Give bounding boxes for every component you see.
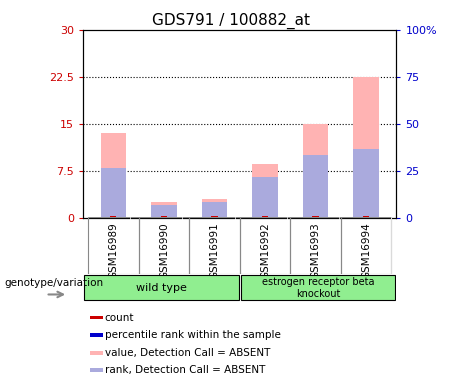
Bar [189,217,240,274]
Text: GSM16989: GSM16989 [108,222,118,279]
Text: genotype/variation: genotype/variation [4,278,103,288]
Bar [90,351,102,355]
Bar [354,149,379,217]
Bar [84,275,239,300]
Bar [202,199,227,217]
Text: percentile rank within the sample: percentile rank within the sample [105,330,280,340]
Text: estrogen receptor beta
knockout: estrogen receptor beta knockout [262,277,374,299]
Text: GSM16990: GSM16990 [159,222,169,279]
Bar [341,217,391,274]
Bar [90,368,102,372]
Bar [90,316,102,320]
Text: count: count [105,313,134,322]
Bar [211,216,218,217]
Bar [252,164,278,218]
Bar [151,202,177,217]
Text: GSM16992: GSM16992 [260,222,270,279]
Bar [303,124,328,218]
Text: rank, Detection Call = ABSENT: rank, Detection Call = ABSENT [105,365,265,375]
Bar [354,77,379,218]
Bar [241,275,396,300]
Bar [161,216,167,217]
Bar [90,333,102,337]
Bar [100,133,126,218]
Text: GSM16991: GSM16991 [209,222,219,279]
Bar [290,217,341,274]
Text: GDS791 / 100882_at: GDS791 / 100882_at [152,13,309,29]
Bar [240,217,290,274]
Bar [363,216,369,217]
Text: value, Detection Call = ABSENT: value, Detection Call = ABSENT [105,348,270,358]
Bar [303,155,328,218]
Bar [252,177,278,218]
Bar [100,168,126,217]
Text: wild type: wild type [136,283,187,293]
Bar [262,216,268,217]
Bar [202,202,227,217]
Bar [88,217,139,274]
Bar [110,216,117,217]
Bar [139,217,189,274]
Bar [151,205,177,218]
Text: GSM16994: GSM16994 [361,222,371,279]
Bar [313,216,319,217]
Text: GSM16993: GSM16993 [311,222,320,279]
